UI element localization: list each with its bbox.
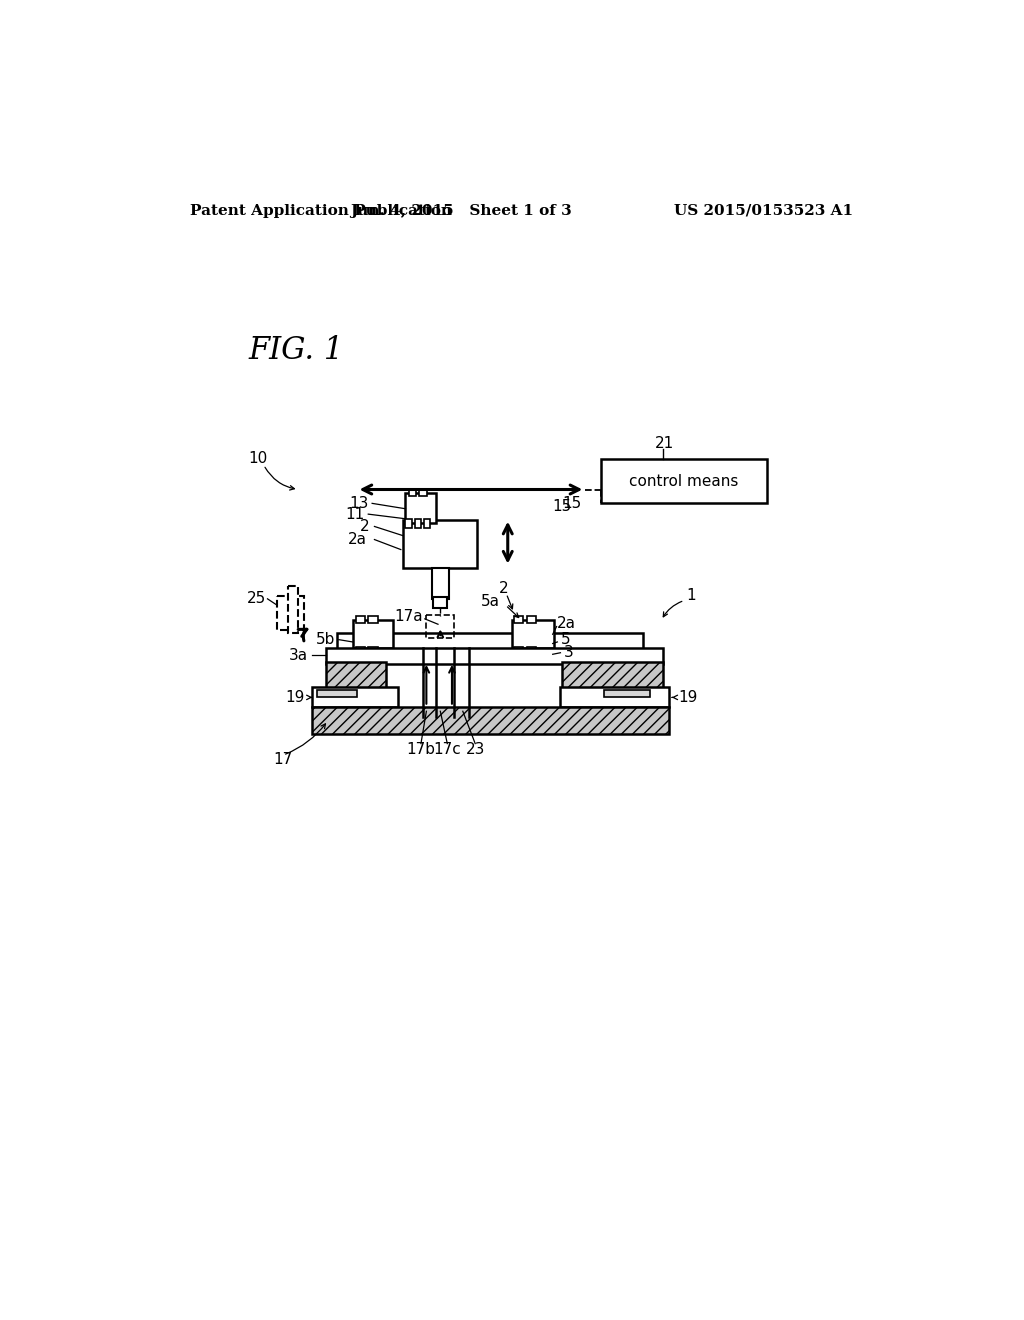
Text: 15: 15	[553, 499, 572, 513]
Bar	[326, 648, 663, 664]
Text: Jun. 4, 2015   Sheet 1 of 3: Jun. 4, 2015 Sheet 1 of 3	[350, 203, 572, 218]
Text: 21: 21	[655, 436, 674, 451]
Bar	[424, 519, 430, 528]
Bar	[312, 686, 397, 706]
Text: 3a: 3a	[289, 648, 308, 663]
Bar	[276, 595, 304, 631]
Text: 19: 19	[286, 690, 305, 705]
Bar	[432, 568, 449, 599]
Bar	[604, 689, 650, 697]
Bar	[406, 494, 436, 523]
Bar	[406, 519, 412, 528]
Text: 2a: 2a	[348, 532, 367, 546]
Bar	[317, 689, 357, 697]
Text: 13: 13	[349, 496, 369, 511]
Text: 15: 15	[562, 496, 582, 511]
Text: control means: control means	[630, 474, 738, 488]
Bar	[426, 615, 455, 638]
Bar	[352, 620, 393, 648]
Bar	[369, 615, 378, 623]
Text: FIG. 1: FIG. 1	[248, 335, 343, 367]
Bar	[403, 520, 477, 568]
Text: 17: 17	[273, 751, 293, 767]
Bar	[369, 647, 378, 655]
Bar	[337, 634, 643, 649]
Text: 17a: 17a	[394, 609, 423, 624]
Text: 1: 1	[686, 589, 695, 603]
Text: 17c: 17c	[433, 742, 461, 758]
Text: 19: 19	[678, 690, 697, 705]
Bar	[433, 597, 447, 609]
Bar	[601, 459, 767, 503]
Bar	[514, 647, 523, 655]
Text: 25: 25	[247, 591, 266, 606]
Text: Patent Application Publication: Patent Application Publication	[190, 203, 452, 218]
Text: 3: 3	[563, 645, 573, 660]
Text: 11: 11	[345, 507, 365, 521]
Bar	[356, 615, 366, 623]
Bar	[560, 686, 669, 706]
Bar	[356, 647, 366, 655]
Bar	[527, 615, 537, 623]
Text: 5a: 5a	[481, 594, 500, 609]
Bar	[289, 586, 298, 634]
Bar	[512, 620, 554, 648]
Text: 17b: 17b	[407, 742, 435, 758]
Bar	[326, 663, 386, 688]
Text: 2: 2	[360, 519, 370, 535]
Bar	[415, 519, 421, 528]
Text: 2: 2	[499, 581, 508, 595]
Bar	[562, 663, 663, 688]
Text: 2a: 2a	[557, 616, 575, 631]
Bar	[312, 706, 669, 734]
Text: 23: 23	[466, 742, 485, 758]
Bar	[409, 490, 417, 495]
Text: US 2015/0153523 A1: US 2015/0153523 A1	[674, 203, 853, 218]
Text: 5: 5	[560, 632, 570, 647]
Bar	[527, 647, 537, 655]
Text: 5b: 5b	[316, 632, 336, 647]
Bar	[514, 615, 523, 623]
Bar	[420, 490, 427, 495]
Text: 10: 10	[248, 451, 267, 466]
